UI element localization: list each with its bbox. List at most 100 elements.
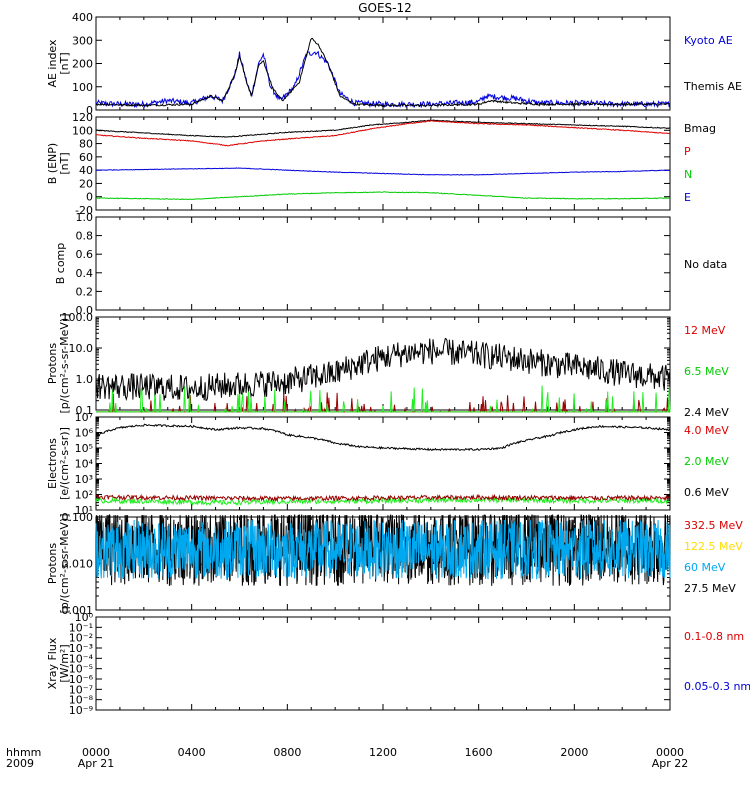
legend-entry: 0.6 MeV xyxy=(684,486,729,499)
series-line xyxy=(95,519,671,580)
y-tick-label: 1.0 xyxy=(76,211,94,224)
y-tick-label: 10⁻² xyxy=(69,632,93,645)
y-tick-label: 10¹ xyxy=(75,504,93,517)
y-tick-label: 100 xyxy=(72,124,93,137)
legend-entry: E xyxy=(684,191,691,204)
series-line xyxy=(95,120,671,147)
y-tick-label: 0.010 xyxy=(62,558,94,571)
panel-3: 0.0 0.2 0.4 0.6 0.8 1.0 B comp No data xyxy=(54,211,727,317)
y-tick-label: 0 xyxy=(86,191,93,204)
x-tick-label: 1600 xyxy=(465,746,493,759)
legend-entry: 4.0 MeV xyxy=(684,424,729,437)
y-tick-label: 0.4 xyxy=(76,267,94,280)
y-axis-label: B (ENP) xyxy=(46,143,59,184)
y-tick-label: 1.0 xyxy=(76,373,94,386)
y-tick-label: 10⁻⁵ xyxy=(69,663,93,676)
y-tick-label: 10⁻⁶ xyxy=(69,673,94,686)
y-axis-label: Protons xyxy=(46,343,59,384)
legend-entry: N xyxy=(684,168,692,181)
panel-frame xyxy=(95,16,671,111)
y-tick-label: 100.0 xyxy=(62,311,94,324)
y-tick-label: 0.0 xyxy=(76,304,94,317)
y-axis-label: [nT] xyxy=(58,152,71,174)
legend-entry: Themis AE xyxy=(683,80,742,93)
legend-entry: No data xyxy=(684,258,727,271)
y-axis-label: Protons xyxy=(46,543,59,584)
panel-frame xyxy=(95,216,671,311)
y-axis-label: AE index xyxy=(46,39,59,88)
y-tick-label: 10⁻⁹ xyxy=(69,704,93,717)
legend-entry: 0.1-0.8 nm xyxy=(684,630,744,643)
legend-entry: 122.5 MeV xyxy=(684,540,743,553)
end-date-label: Apr 22 xyxy=(652,757,689,770)
legend-entry: P xyxy=(684,145,691,158)
y-tick-label: 10⁻⁷ xyxy=(69,683,93,696)
y-axis-label: [p/(cm²-s-sr-MeV)] xyxy=(58,314,71,414)
y-tick-label: 10⁻⁴ xyxy=(69,652,94,665)
time-row1-label: hhmm xyxy=(6,746,41,759)
y-tick-label: 10⁵ xyxy=(75,442,93,455)
x-tick-label: 2000 xyxy=(560,746,588,759)
x-tick-label: 0000 xyxy=(656,746,684,759)
y-tick-label: 80 xyxy=(79,138,93,151)
series-line xyxy=(95,495,671,506)
y-axis-label: [W/m²] xyxy=(58,644,71,682)
time-row2-label: 2009 xyxy=(6,757,34,770)
y-tick-label: 10³ xyxy=(75,473,93,486)
y-tick-label: 10⁻¹ xyxy=(69,621,93,634)
y-tick-label: 10⁶ xyxy=(75,427,94,440)
legend-entry: Kyoto AE xyxy=(684,34,733,47)
y-tick-label: 10⁻³ xyxy=(69,642,93,655)
y-tick-label: 300 xyxy=(72,34,93,47)
x-tick-label: 0800 xyxy=(273,746,301,759)
series-line xyxy=(95,50,671,109)
legend-entry: 332.5 MeV xyxy=(684,519,743,532)
start-date-label: Apr 21 xyxy=(78,757,115,770)
series-line xyxy=(95,337,671,401)
series-line xyxy=(95,191,671,201)
y-tick-label: 0.100 xyxy=(62,511,94,524)
plot-title: GOES-12 xyxy=(358,1,412,15)
y-axis-label: [nT] xyxy=(58,52,71,74)
panel-frame xyxy=(95,116,671,211)
legend-entry: 6.5 MeV xyxy=(684,365,729,378)
y-tick-label: 20 xyxy=(79,177,93,190)
panel-frame xyxy=(95,616,671,711)
series-line xyxy=(96,384,671,413)
series-line xyxy=(95,167,671,176)
y-axis-label: [p/(cm²-s-sr-MeV)] xyxy=(58,514,71,614)
x-tick-label: 0400 xyxy=(178,746,206,759)
series-line xyxy=(95,493,671,503)
y-axis-label: Xray Flux xyxy=(46,637,59,689)
y-tick-label: 10² xyxy=(75,489,93,502)
legend-entry: 60 MeV xyxy=(684,561,726,574)
time-axis: hhmm 2009 Apr 21 Apr 22 0000 0400 0800 1200… xyxy=(6,746,688,770)
panel-6: 0.001 0.010 0.100 Protons [p/(cm²-s-sr-MeV)]… xyxy=(46,511,743,617)
y-tick-label: 400 xyxy=(72,11,93,24)
y-tick-label: 40 xyxy=(79,164,93,177)
y-tick-label: 10⁻⁸ xyxy=(69,694,94,707)
y-axis-label: Electrons xyxy=(46,438,59,489)
y-axis-label: B comp xyxy=(54,243,67,285)
x-tick-label: 1200 xyxy=(369,746,397,759)
y-tick-label: 0.6 xyxy=(76,248,94,261)
y-tick-label: 10.0 xyxy=(69,342,94,355)
panel-frame xyxy=(95,416,671,511)
panel-4: 0.1 1.0 10.0 100.0 Protons [p/(cm²-s-sr-MeV)]… xyxy=(46,311,729,419)
series-line xyxy=(96,119,671,138)
y-tick-label: 10⁰ xyxy=(75,611,94,624)
legend-entry: 0.05-0.3 nm xyxy=(684,680,750,693)
y-tick-label: 100 xyxy=(72,81,93,94)
x-tick-label: 0000 xyxy=(82,746,110,759)
y-tick-label: 0.1 xyxy=(76,404,94,417)
y-tick-label: 60 xyxy=(79,151,93,164)
series-line xyxy=(95,423,671,452)
y-tick-label: 0.8 xyxy=(76,230,94,243)
legend-entry: Bmag xyxy=(684,122,716,135)
y-tick-label: 0.2 xyxy=(76,285,94,298)
y-tick-label: 0.001 xyxy=(62,604,94,617)
series-line xyxy=(96,37,671,108)
